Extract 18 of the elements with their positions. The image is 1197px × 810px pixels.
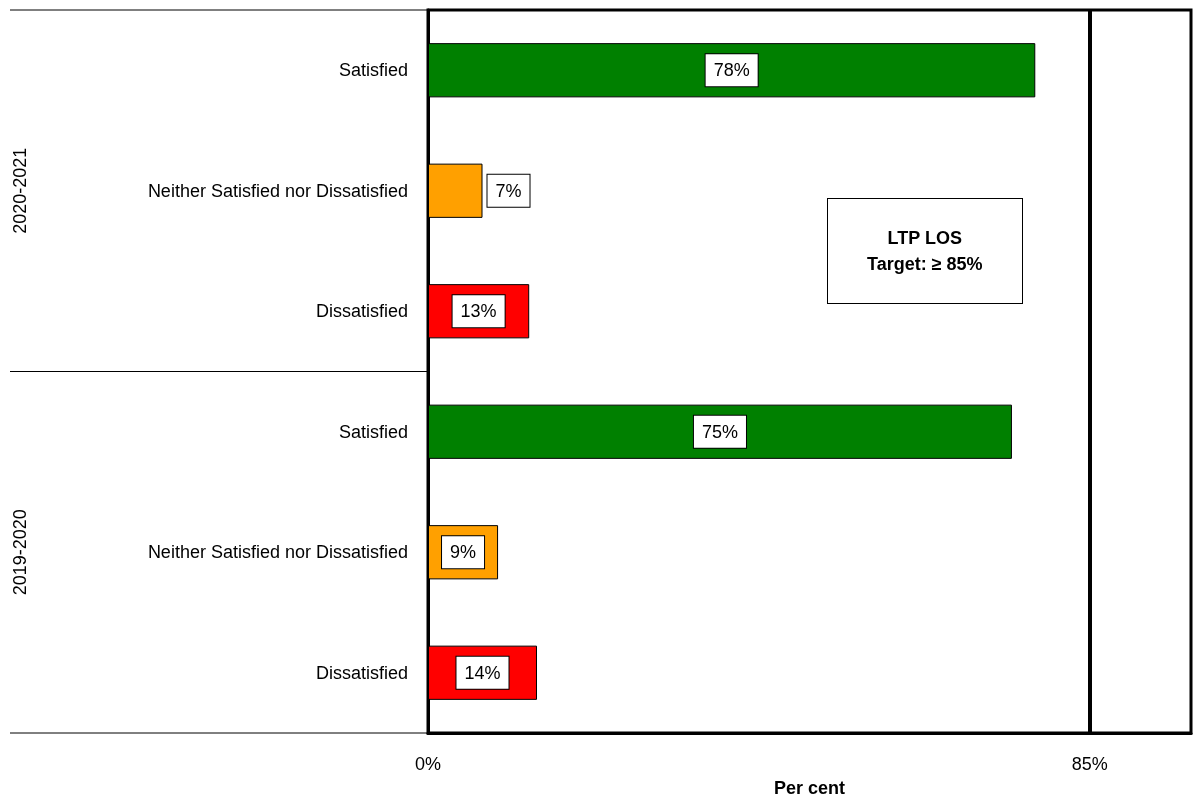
label-box: LTP LOS Target: ≥ 85% (826, 198, 1023, 304)
y-tick-label: Neither Satisfied nor Dissatisfied (147, 180, 408, 201)
data-label: 75% (701, 421, 738, 442)
y-tick-label: Satisfied (338, 60, 408, 81)
y-tick-label: Dissatisfied (315, 662, 408, 683)
x-tick-label: 85% (1071, 754, 1108, 774)
y-tick-label: Dissatisfied (315, 301, 408, 322)
x-axis-title: Per cent (773, 778, 846, 798)
text: 2019-2020 (10, 509, 30, 596)
y-tick-label: Neither Satisfied nor Dissatisfied (147, 542, 408, 563)
data-label: 9% (450, 542, 477, 563)
x-tick-label: 0% (414, 754, 442, 774)
data-label: 7% (495, 180, 522, 201)
y-tick-label: Satisfied (338, 421, 408, 442)
data-label: 78% (713, 60, 750, 81)
text: 2020-2021 (10, 147, 30, 234)
data-label: 14% (464, 662, 501, 683)
data-label: 13% (460, 301, 497, 322)
